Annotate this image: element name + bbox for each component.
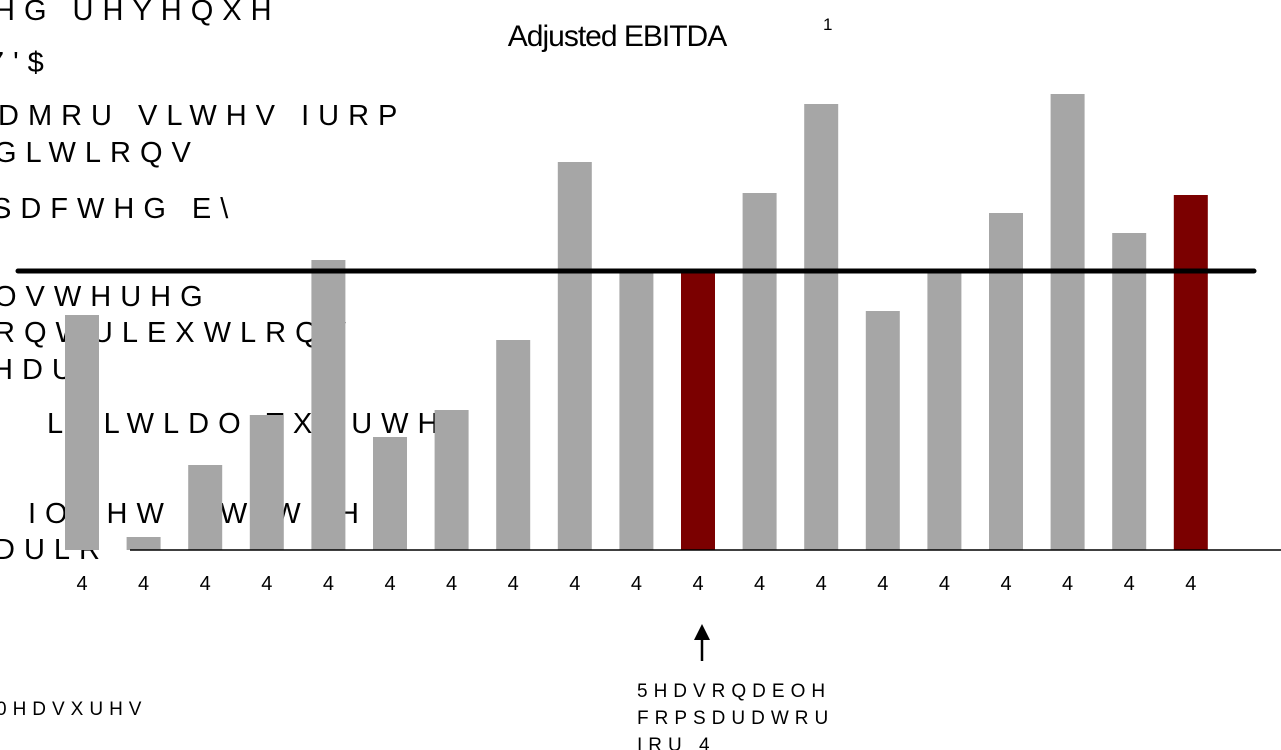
- bar: [249, 415, 284, 550]
- x-tick-label: 4: [569, 573, 580, 595]
- annotation: GLWLRQV: [0, 137, 200, 169]
- x-tick-label: 4: [877, 573, 888, 595]
- chart-title: Adjusted EBITDA: [508, 20, 727, 53]
- bar: [1173, 195, 1208, 550]
- bar: [1050, 94, 1085, 550]
- bar: [188, 465, 223, 550]
- x-tick-label: 4: [939, 573, 950, 595]
- x-tick-label: 4: [384, 573, 395, 595]
- x-tick-label: 4: [138, 573, 149, 595]
- x-tick-label: 4: [754, 573, 765, 595]
- annotation: HDU: [0, 354, 82, 386]
- bar: [434, 410, 469, 550]
- callout-label: IRU 4: [637, 735, 716, 750]
- bar: [989, 213, 1023, 550]
- bar: [373, 437, 407, 550]
- x-tick-label: 4: [1124, 573, 1135, 595]
- bar: [927, 270, 962, 550]
- x-tick-label: 4: [200, 573, 211, 595]
- annotation: SDFWHG E\: [0, 193, 237, 225]
- annotation: DMRU VLWHV IURP: [0, 100, 406, 132]
- annotation: OVWHUHG: [0, 281, 212, 313]
- bar: [126, 537, 161, 550]
- x-tick-label: 4: [76, 573, 87, 595]
- annotation: 7'$: [0, 47, 53, 79]
- annotation: HG UHYHQXH: [0, 0, 281, 27]
- callout-label: 5HDVRQDEOH: [637, 681, 831, 702]
- x-tick-label: 4: [631, 573, 642, 595]
- x-tick-label: 4: [261, 573, 272, 595]
- footnote: 0HDVXUHV: [0, 699, 147, 720]
- bar: [1112, 233, 1147, 550]
- arrow-head: [694, 624, 710, 640]
- x-tick-label: 4: [508, 573, 519, 595]
- bar: [619, 272, 654, 550]
- x-tick-label: 4: [323, 573, 334, 595]
- x-tick-label: 4: [1000, 573, 1011, 595]
- x-tick-label: 4: [816, 573, 827, 595]
- bar: [557, 162, 592, 550]
- bar: [804, 104, 839, 550]
- callout-label: FRPSDUDWRU: [637, 708, 834, 729]
- bar: [65, 315, 99, 550]
- bar: [681, 272, 715, 550]
- bar: [742, 193, 777, 550]
- bar: [311, 260, 346, 550]
- annotation: RQWULEXWLRQV: [0, 317, 355, 349]
- x-tick-label: 4: [1062, 573, 1073, 595]
- bar: [865, 311, 900, 550]
- x-tick-label: 4: [446, 573, 457, 595]
- title-note: 1: [823, 15, 832, 34]
- x-tick-label: 4: [1185, 573, 1196, 595]
- x-tick-label: 4: [692, 573, 703, 595]
- bar: [496, 340, 531, 550]
